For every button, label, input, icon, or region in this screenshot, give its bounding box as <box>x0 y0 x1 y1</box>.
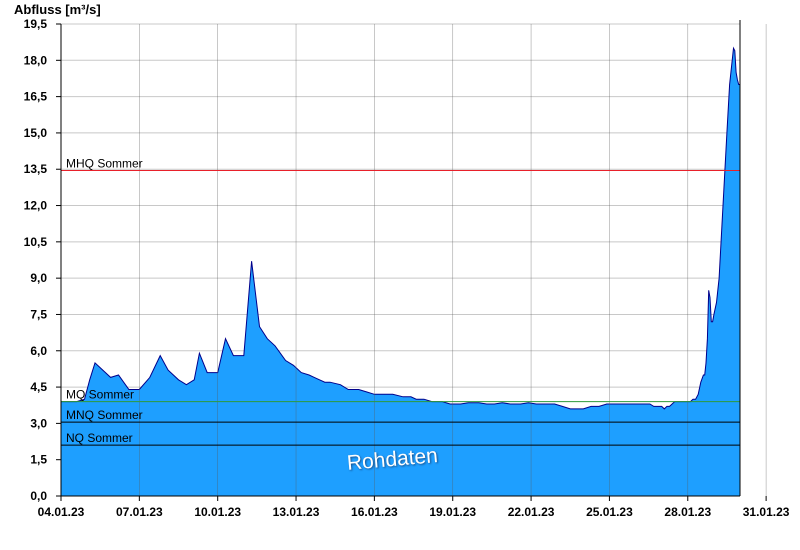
x-tick-label: 16.01.23 <box>351 505 398 519</box>
x-tick-label: 22.01.23 <box>508 505 555 519</box>
x-tick-label: 04.01.23 <box>38 505 85 519</box>
x-tick-label: 25.01.23 <box>586 505 633 519</box>
y-tick-label: 16,5 <box>24 90 48 104</box>
y-tick-label: 15,0 <box>24 126 48 140</box>
y-tick-label: 13,5 <box>24 162 48 176</box>
reference-line-label: MNQ Sommer <box>66 408 143 422</box>
reference-line-label: NQ Sommer <box>66 431 133 445</box>
x-tick-label: 13.01.23 <box>273 505 320 519</box>
x-tick-label: 07.01.23 <box>116 505 163 519</box>
reference-line-label: MQ Sommer <box>66 388 134 402</box>
reference-line-label: MHQ Sommer <box>66 156 143 170</box>
y-tick-label: 10,5 <box>24 235 48 249</box>
y-tick-label: 18,0 <box>24 53 48 67</box>
y-tick-label: 3,0 <box>30 416 47 430</box>
discharge-area <box>61 48 740 496</box>
x-tick-label: 28.01.23 <box>664 505 711 519</box>
discharge-line <box>61 46 740 410</box>
y-tick-label: 7,5 <box>30 307 47 321</box>
x-tick-label: 19.01.23 <box>429 505 476 519</box>
y-tick-label: 19,5 <box>24 17 48 31</box>
y-tick-label: 9,0 <box>30 271 47 285</box>
y-tick-label: 6,0 <box>30 344 47 358</box>
y-tick-label: 4,5 <box>30 380 47 394</box>
y-tick-label: 1,5 <box>30 453 47 467</box>
y-tick-label: 0,0 <box>30 489 47 503</box>
y-tick-label: 12,0 <box>24 199 48 213</box>
y-axis-title: Abfluss [m³/s] <box>14 2 101 17</box>
x-tick-label: 31.01.23 <box>743 505 790 519</box>
x-tick-label: 10.01.23 <box>194 505 241 519</box>
